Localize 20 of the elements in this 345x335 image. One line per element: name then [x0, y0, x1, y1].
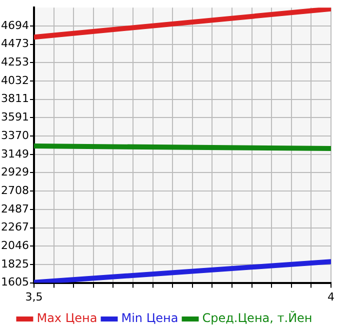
legend-label: Сред.Цена, т.Йен [202, 310, 312, 326]
y-tick-label: 1605 [0, 276, 29, 289]
y-tick-label: 2487 [0, 202, 29, 216]
y-tick-label: 3370 [0, 128, 29, 142]
legend-label: Max Цена [36, 311, 98, 326]
y-tick-label: 4473 [0, 37, 29, 50]
y-tick-label: 2267 [0, 220, 29, 234]
y-tick-label: 4253 [0, 56, 29, 68]
y-tick-label: 3811 [0, 92, 29, 106]
y-tick-label: 2708 [0, 184, 29, 197]
x-tick-label: 4 [328, 290, 334, 304]
y-tick-label: 3149 [0, 147, 29, 160]
y-tick-label: 2929 [0, 166, 29, 179]
y-tick-label: 1825 [0, 257, 29, 270]
x-tick-label: 3,5 [25, 290, 43, 304]
y-tick-label: 2046 [0, 238, 29, 252]
y-tick-label: 4694 [0, 18, 29, 32]
y-tick-label: 4032 [0, 74, 29, 87]
y-tick-label: 3591 [0, 110, 29, 124]
legend-label: Min Цена [121, 311, 178, 326]
